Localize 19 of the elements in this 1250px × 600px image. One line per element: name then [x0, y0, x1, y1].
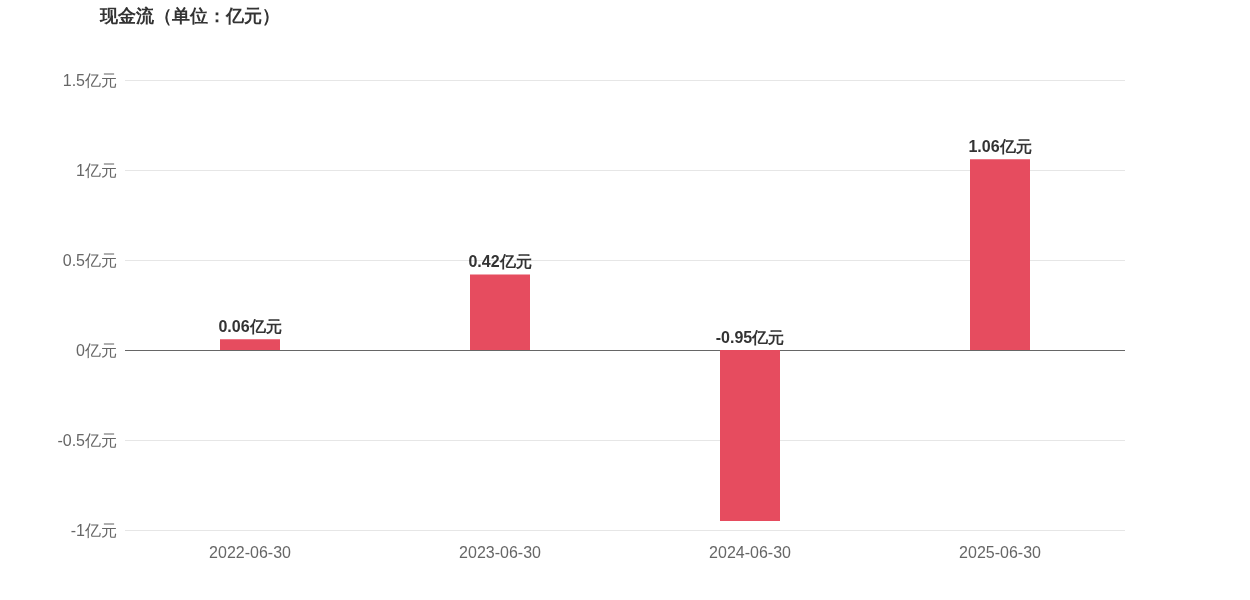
y-tick-label: 0.5亿元: [62, 251, 117, 269]
bar: [220, 339, 280, 350]
y-tick-label: -0.5亿元: [57, 431, 117, 449]
data-label: 1.06亿元: [968, 137, 1032, 155]
data-label: -0.95亿元: [715, 328, 785, 346]
bar: [720, 350, 780, 521]
bar: [970, 159, 1030, 350]
y-tick-label: 1亿元: [76, 161, 117, 179]
x-tick-label: 2024-06-30: [709, 543, 792, 561]
data-label: 0.42亿元: [468, 252, 532, 270]
data-label: 0.06亿元: [218, 317, 282, 335]
y-tick-label: -1亿元: [70, 521, 117, 539]
x-tick-label: 2025-06-30: [959, 543, 1042, 561]
bar: [470, 274, 530, 350]
chart-title: 现金流（单位：亿元）: [99, 6, 280, 26]
x-tick-label: 2023-06-30: [459, 543, 542, 561]
x-tick-label: 2022-06-30: [209, 543, 292, 561]
y-tick-label: 1.5亿元: [62, 71, 117, 89]
y-tick-label: 0亿元: [76, 341, 117, 359]
